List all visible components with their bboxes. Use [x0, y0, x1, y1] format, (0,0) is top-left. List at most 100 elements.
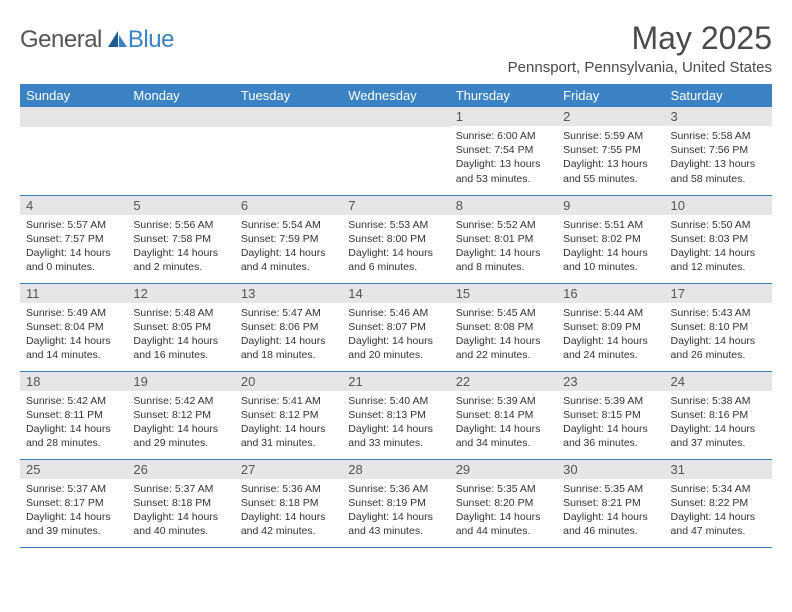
calendar-day-cell: 21Sunrise: 5:40 AMSunset: 8:13 PMDayligh… — [342, 371, 449, 459]
day-content: Sunrise: 5:51 AMSunset: 8:02 PMDaylight:… — [557, 215, 664, 278]
sunrise-text: Sunrise: 5:41 AM — [241, 394, 336, 408]
sunset-text: Sunset: 7:57 PM — [26, 232, 121, 246]
daylight-text: Daylight: 14 hours and 47 minutes. — [671, 510, 766, 538]
day-number: 8 — [450, 196, 557, 215]
calendar-day-cell: 18Sunrise: 5:42 AMSunset: 8:11 PMDayligh… — [20, 371, 127, 459]
sunrise-text: Sunrise: 5:38 AM — [671, 394, 766, 408]
sunrise-text: Sunrise: 5:47 AM — [241, 306, 336, 320]
calendar-week-row: 18Sunrise: 5:42 AMSunset: 8:11 PMDayligh… — [20, 371, 772, 459]
day-number: 18 — [20, 372, 127, 391]
sunset-text: Sunset: 8:11 PM — [26, 408, 121, 422]
sunset-text: Sunset: 7:58 PM — [133, 232, 228, 246]
day-content: Sunrise: 6:00 AMSunset: 7:54 PMDaylight:… — [450, 126, 557, 189]
calendar-day-cell: 13Sunrise: 5:47 AMSunset: 8:06 PMDayligh… — [235, 283, 342, 371]
day-number-empty — [342, 107, 449, 127]
day-content: Sunrise: 5:37 AMSunset: 8:17 PMDaylight:… — [20, 479, 127, 542]
sunset-text: Sunset: 8:16 PM — [671, 408, 766, 422]
calendar-day-cell: 14Sunrise: 5:46 AMSunset: 8:07 PMDayligh… — [342, 283, 449, 371]
calendar-day-cell: 6Sunrise: 5:54 AMSunset: 7:59 PMDaylight… — [235, 195, 342, 283]
daylight-text: Daylight: 14 hours and 22 minutes. — [456, 334, 551, 362]
calendar-day-cell: 28Sunrise: 5:36 AMSunset: 8:19 PMDayligh… — [342, 459, 449, 547]
sunset-text: Sunset: 8:21 PM — [563, 496, 658, 510]
sunset-text: Sunset: 8:17 PM — [26, 496, 121, 510]
day-number: 30 — [557, 460, 664, 479]
day-content: Sunrise: 5:46 AMSunset: 8:07 PMDaylight:… — [342, 303, 449, 366]
day-number: 16 — [557, 284, 664, 303]
sunset-text: Sunset: 8:18 PM — [241, 496, 336, 510]
day-number: 4 — [20, 196, 127, 215]
daylight-text: Daylight: 14 hours and 4 minutes. — [241, 246, 336, 274]
calendar-day-cell: 15Sunrise: 5:45 AMSunset: 8:08 PMDayligh… — [450, 283, 557, 371]
calendar-day-cell: 16Sunrise: 5:44 AMSunset: 8:09 PMDayligh… — [557, 283, 664, 371]
day-number: 1 — [450, 107, 557, 126]
sunrise-text: Sunrise: 5:37 AM — [26, 482, 121, 496]
sunset-text: Sunset: 8:01 PM — [456, 232, 551, 246]
sunset-text: Sunset: 8:03 PM — [671, 232, 766, 246]
day-content: Sunrise: 5:50 AMSunset: 8:03 PMDaylight:… — [665, 215, 772, 278]
sunrise-text: Sunrise: 5:37 AM — [133, 482, 228, 496]
sunrise-text: Sunrise: 5:39 AM — [456, 394, 551, 408]
sunset-text: Sunset: 8:14 PM — [456, 408, 551, 422]
calendar-day-cell: 9Sunrise: 5:51 AMSunset: 8:02 PMDaylight… — [557, 195, 664, 283]
sunset-text: Sunset: 7:55 PM — [563, 143, 658, 157]
sunset-text: Sunset: 8:06 PM — [241, 320, 336, 334]
day-content: Sunrise: 5:43 AMSunset: 8:10 PMDaylight:… — [665, 303, 772, 366]
day-number: 20 — [235, 372, 342, 391]
day-content: Sunrise: 5:35 AMSunset: 8:20 PMDaylight:… — [450, 479, 557, 542]
day-content: Sunrise: 5:48 AMSunset: 8:05 PMDaylight:… — [127, 303, 234, 366]
logo-text-blue: Blue — [128, 26, 174, 54]
day-header: Monday — [127, 84, 234, 107]
logo-text-general: General — [20, 26, 102, 54]
daylight-text: Daylight: 14 hours and 0 minutes. — [26, 246, 121, 274]
calendar-day-cell: 25Sunrise: 5:37 AMSunset: 8:17 PMDayligh… — [20, 459, 127, 547]
day-content: Sunrise: 5:44 AMSunset: 8:09 PMDaylight:… — [557, 303, 664, 366]
day-content: Sunrise: 5:41 AMSunset: 8:12 PMDaylight:… — [235, 391, 342, 454]
calendar-day-cell: 5Sunrise: 5:56 AMSunset: 7:58 PMDaylight… — [127, 195, 234, 283]
sunrise-text: Sunrise: 5:54 AM — [241, 218, 336, 232]
calendar-day-cell: 19Sunrise: 5:42 AMSunset: 8:12 PMDayligh… — [127, 371, 234, 459]
header: General Blue May 2025 Pennsport, Pennsyl… — [20, 20, 772, 76]
day-number: 12 — [127, 284, 234, 303]
calendar-day-cell: 30 Sunrise: 5:35 AMSunset: 8:21 PMDayligh… — [557, 459, 664, 547]
sunrise-text: Sunrise: 5:51 AM — [563, 218, 658, 232]
sunrise-text: Sunrise: 5:35 AM — [563, 482, 658, 496]
day-number: 3 — [665, 107, 772, 126]
day-content: Sunrise: 5:53 AMSunset: 8:00 PMDaylight:… — [342, 215, 449, 278]
sunrise-text: Sunrise: 5:59 AM — [563, 129, 658, 143]
calendar-day-cell — [235, 107, 342, 195]
day-number: 27 — [235, 460, 342, 479]
day-content: Sunrise: 5:39 AMSunset: 8:15 PMDaylight:… — [557, 391, 664, 454]
day-header: Sunday — [20, 84, 127, 107]
daylight-text: Daylight: 14 hours and 18 minutes. — [241, 334, 336, 362]
day-content: Sunrise: 5:56 AMSunset: 7:58 PMDaylight:… — [127, 215, 234, 278]
daylight-text: Daylight: 14 hours and 39 minutes. — [26, 510, 121, 538]
calendar-day-cell: 17Sunrise: 5:43 AMSunset: 8:10 PMDayligh… — [665, 283, 772, 371]
calendar-day-cell: 3Sunrise: 5:58 AMSunset: 7:56 PMDaylight… — [665, 107, 772, 195]
day-number: 11 — [20, 284, 127, 303]
calendar-day-cell: 11Sunrise: 5:49 AMSunset: 8:04 PMDayligh… — [20, 283, 127, 371]
calendar-day-cell: 4Sunrise: 5:57 AMSunset: 7:57 PMDaylight… — [20, 195, 127, 283]
day-number: 7 — [342, 196, 449, 215]
daylight-text: Daylight: 14 hours and 6 minutes. — [348, 246, 443, 274]
sunrise-text: Sunrise: 6:00 AM — [456, 129, 551, 143]
day-content: Sunrise: 5:34 AMSunset: 8:22 PMDaylight:… — [665, 479, 772, 542]
day-number: 15 — [450, 284, 557, 303]
sunset-text: Sunset: 8:13 PM — [348, 408, 443, 422]
day-content: Sunrise: 5:54 AMSunset: 7:59 PMDaylight:… — [235, 215, 342, 278]
day-number: 22 — [450, 372, 557, 391]
daylight-text: Daylight: 13 hours and 58 minutes. — [671, 157, 766, 185]
day-number-empty — [20, 107, 127, 127]
calendar-week-row: 1Sunrise: 6:00 AMSunset: 7:54 PMDaylight… — [20, 107, 772, 195]
calendar-day-cell: 26Sunrise: 5:37 AMSunset: 8:18 PMDayligh… — [127, 459, 234, 547]
daylight-text: Daylight: 14 hours and 46 minutes. — [563, 510, 658, 538]
calendar-week-row: 25Sunrise: 5:37 AMSunset: 8:17 PMDayligh… — [20, 459, 772, 547]
day-content: Sunrise: 5:40 AMSunset: 8:13 PMDaylight:… — [342, 391, 449, 454]
sunset-text: Sunset: 8:10 PM — [671, 320, 766, 334]
calendar-day-cell: 8Sunrise: 5:52 AMSunset: 8:01 PMDaylight… — [450, 195, 557, 283]
calendar-header-row: SundayMondayTuesdayWednesdayThursdayFrid… — [20, 84, 772, 107]
sunset-text: Sunset: 8:18 PM — [133, 496, 228, 510]
day-number: 9 — [557, 196, 664, 215]
title-block: May 2025 Pennsport, Pennsylvania, United… — [508, 20, 772, 76]
sunrise-text: Sunrise: 5:44 AM — [563, 306, 658, 320]
daylight-text: Daylight: 13 hours and 55 minutes. — [563, 157, 658, 185]
